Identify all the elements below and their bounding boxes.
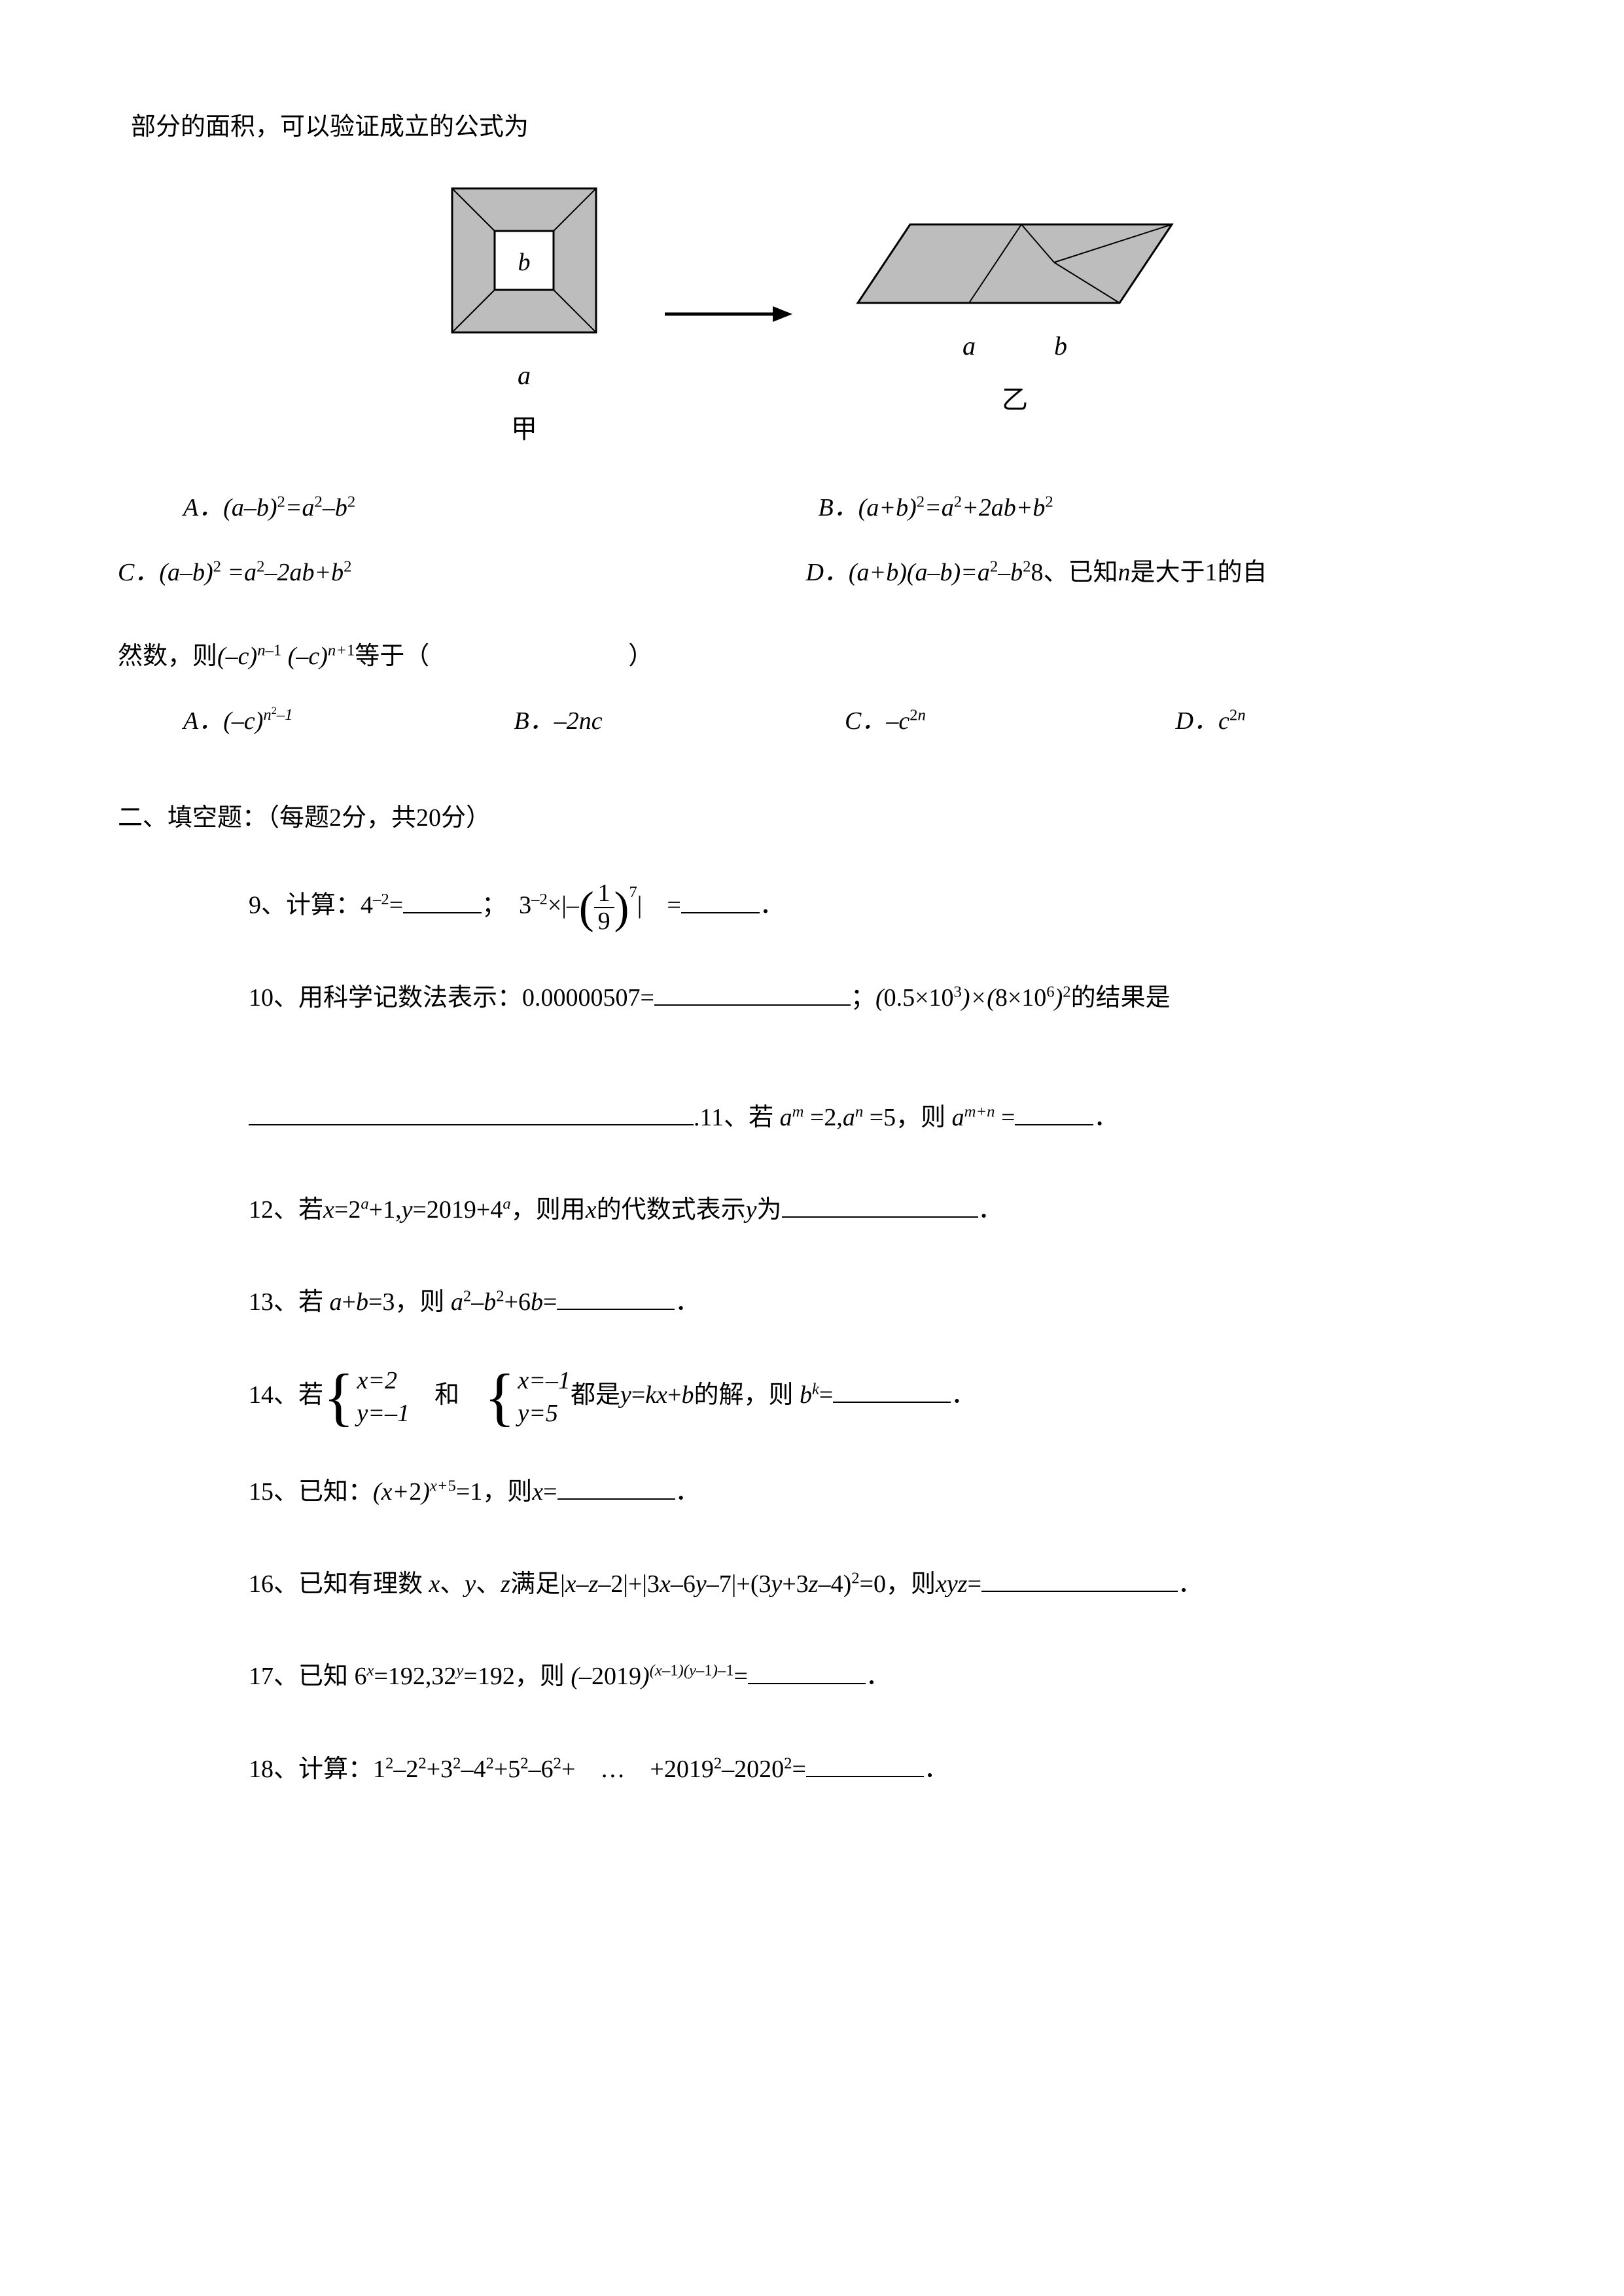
q15-blank	[557, 1470, 675, 1500]
q12: 12、若x=2a+1,y=2019+4a，则用x的代数式表示y为．	[249, 1180, 1506, 1240]
q9-frac-den: 9	[594, 908, 614, 936]
q8-option-c: C．–c2n	[845, 699, 1176, 743]
q10: 10、用科学记数法表示：0.00000507=；(0.5×103)×(8×106…	[249, 968, 1506, 1148]
q7-option-b: B．(a+b)2=a2+2ab+b2	[819, 486, 1454, 530]
q18: 18、计算：12–22+32–42+52–62+ … +20192–20202=…	[249, 1740, 1506, 1799]
q7-option-a: A．(a–b)2=a2–b2	[183, 486, 819, 530]
q9: 9、计算：4–2=； 3–2×|–(19)7| =．	[249, 873, 1506, 936]
q15: 15、已知：(x+2)x+5=1，则x=．	[249, 1462, 1506, 1522]
q16: 16、已知有理数 x、y、z满足|x–z–2|+|3x–6y–7|+(3y+3z…	[249, 1555, 1506, 1614]
q16-blank	[981, 1563, 1178, 1593]
q14: 14、若{x=2y=–1 和 {x=–1y=5都是y=kx+b的解，则 bk=．	[249, 1365, 1506, 1430]
section-2-title: 二、填空题：（每题2分，共20分）	[118, 796, 1506, 840]
q8-option-b: B．–2nc	[514, 699, 845, 743]
q12-blank	[782, 1188, 978, 1218]
q9-blank-1	[403, 883, 482, 913]
q9-blank-2	[681, 883, 760, 913]
figure-row: b a 甲 a b 乙	[118, 175, 1506, 453]
figure-right: a b 乙	[845, 205, 1185, 423]
figure-right-svg	[845, 205, 1185, 323]
q13: 13、若 a+b=3，则 a2–b2+6b=．	[249, 1273, 1506, 1332]
q13-blank	[557, 1280, 675, 1310]
q10-blank-2	[249, 1095, 694, 1125]
q8-options: A．(–c)n2–1 B．–2nc C．–c2n D．c2n	[183, 699, 1506, 743]
q18-blank	[806, 1747, 924, 1777]
q8-stem: 然数，则(–c)n–1 (–c)n+1等于（ ）	[118, 634, 1506, 679]
arrow-icon	[662, 301, 792, 327]
figure-left-svg: b	[439, 175, 609, 345]
q17: 17、已知 6x=192,32y=192，则 (–2019)(x–1)(y–1)…	[249, 1647, 1506, 1706]
q7-option-d-and-q8-lead: D．(a+b)(a–b)=a2–b28、已知n是大于1的自	[805, 550, 1441, 595]
figure-right-b-label: b	[1054, 323, 1067, 370]
q14-system-2: {x=–1y=5	[484, 1365, 571, 1430]
q7-option-c: C．(a–b)2 =a2–2ab+b2	[118, 550, 805, 595]
figure-right-a-label: a	[962, 323, 976, 370]
q10-blank-1	[654, 976, 851, 1006]
figure-right-caption: 乙	[1002, 376, 1028, 423]
q14-system-1: {x=2y=–1	[323, 1365, 410, 1430]
q7-options: A．(a–b)2=a2–b2 B．(a+b)2=a2+2ab+b2 C．(a–b…	[183, 486, 1506, 614]
q8-option-d: D．c2n	[1176, 699, 1507, 743]
q8-option-a: A．(–c)n2–1	[183, 699, 514, 743]
q9-frac-num: 1	[594, 880, 614, 909]
q17-blank	[748, 1655, 866, 1685]
question-7-intro: 部分的面积，可以验证成立的公式为	[131, 105, 1506, 149]
figure-left-b-label: b	[518, 249, 531, 276]
q11-blank	[1015, 1095, 1093, 1125]
figure-left: b a 甲	[439, 175, 609, 453]
figure-left-caption: 甲	[511, 406, 537, 453]
q14-blank	[833, 1373, 951, 1404]
figure-left-a-label: a	[518, 352, 531, 399]
